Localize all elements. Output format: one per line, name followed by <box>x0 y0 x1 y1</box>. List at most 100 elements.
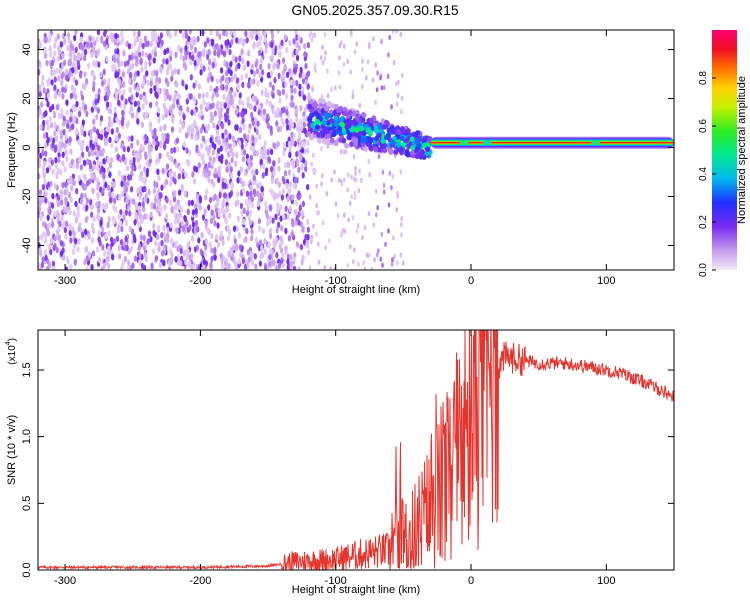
noise-cell <box>76 246 80 253</box>
noise-cell <box>281 57 286 64</box>
noise-cell <box>402 260 405 266</box>
noise-cell <box>314 68 318 74</box>
noise-cell <box>381 262 384 268</box>
noise-cell <box>136 118 140 125</box>
noise-cell <box>80 192 84 200</box>
noise-cell <box>163 123 167 131</box>
noise-cell <box>391 174 395 180</box>
noise-cell <box>198 55 202 63</box>
noise-cell <box>374 62 378 68</box>
noise-cell <box>198 195 202 202</box>
top-x-axis-label: Height of straight line (km) <box>292 284 420 296</box>
noise-cell <box>230 38 234 46</box>
cluster-cell <box>324 105 329 112</box>
noise-cell <box>303 127 307 135</box>
noise-cell <box>188 149 192 156</box>
noise-cell <box>273 111 278 118</box>
noise-cell <box>215 30 219 37</box>
noise-cell <box>149 80 153 87</box>
noise-cell <box>60 79 64 87</box>
noise-cell <box>149 87 153 95</box>
noise-cell <box>55 246 59 254</box>
noise-cell <box>46 229 51 237</box>
noise-cell <box>295 214 299 222</box>
top-y-tick-label: -20 <box>21 189 33 205</box>
noise-cell <box>234 56 238 63</box>
noise-cell <box>210 159 214 167</box>
noise-cell <box>324 245 327 251</box>
noise-cell <box>177 217 181 224</box>
noise-cell <box>290 94 294 102</box>
noise-cell <box>344 149 348 155</box>
noise-cell <box>270 177 274 185</box>
noise-cell <box>235 152 239 159</box>
noise-cell <box>113 112 117 119</box>
cluster-cell <box>410 145 416 151</box>
noise-cell <box>184 32 189 39</box>
noise-cell <box>240 111 244 118</box>
noise-cell <box>44 232 48 239</box>
noise-cell <box>70 185 74 192</box>
cluster-cell <box>354 115 360 121</box>
noise-cell <box>81 151 85 158</box>
noise-cell <box>104 181 108 189</box>
noise-cell <box>140 262 144 270</box>
noise-cell <box>287 140 291 148</box>
noise-cell <box>338 177 341 183</box>
noise-cell <box>204 244 208 251</box>
noise-cell <box>83 104 88 111</box>
noise-cell <box>392 235 395 241</box>
noise-cell <box>248 199 252 206</box>
noise-cell <box>353 247 356 253</box>
noise-cell <box>244 140 248 148</box>
cluster-cell <box>310 122 316 129</box>
noise-cell <box>233 30 237 38</box>
noise-cell <box>240 143 244 150</box>
noise-cell <box>386 73 390 79</box>
noise-cell <box>264 264 268 270</box>
cluster-cell <box>307 103 313 110</box>
noise-cell <box>215 91 219 98</box>
noise-cell <box>64 149 68 156</box>
noise-cell <box>157 246 161 253</box>
noise-cell <box>101 226 105 233</box>
noise-cell <box>130 142 134 149</box>
noise-cell <box>92 80 96 88</box>
noise-cell <box>58 220 62 227</box>
noise-cell <box>306 139 310 146</box>
noise-cell <box>101 244 105 251</box>
noise-cell <box>48 208 52 215</box>
noise-cell <box>136 100 140 107</box>
noise-cell <box>132 30 136 38</box>
noise-cell <box>159 141 163 149</box>
noise-cell <box>138 243 142 251</box>
noise-cell <box>277 165 281 172</box>
noise-cell <box>72 179 76 187</box>
noise-cell <box>199 127 203 134</box>
cluster-cell <box>341 137 347 144</box>
noise-cell <box>235 37 239 44</box>
noise-cell <box>224 116 228 123</box>
noise-cell <box>44 37 48 44</box>
noise-cell <box>353 195 357 201</box>
noise-cell <box>139 234 143 241</box>
noise-cell <box>223 102 227 109</box>
cluster-cell <box>377 124 383 130</box>
noise-cell <box>226 225 230 232</box>
noise-cell <box>253 105 257 112</box>
noise-cell <box>60 73 64 80</box>
noise-cell <box>352 154 356 160</box>
cluster-cell <box>368 117 374 124</box>
noise-cell <box>163 95 167 102</box>
noise-cell <box>390 261 394 267</box>
noise-cell <box>189 39 193 46</box>
noise-cell <box>269 70 273 77</box>
noise-cell <box>142 79 146 87</box>
noise-cell <box>265 167 269 174</box>
noise-cell <box>306 226 310 233</box>
noise-cell <box>260 89 264 96</box>
snr-line <box>38 330 674 570</box>
noise-cell <box>211 38 215 45</box>
noise-cell <box>219 145 223 152</box>
noise-cell <box>366 59 370 65</box>
